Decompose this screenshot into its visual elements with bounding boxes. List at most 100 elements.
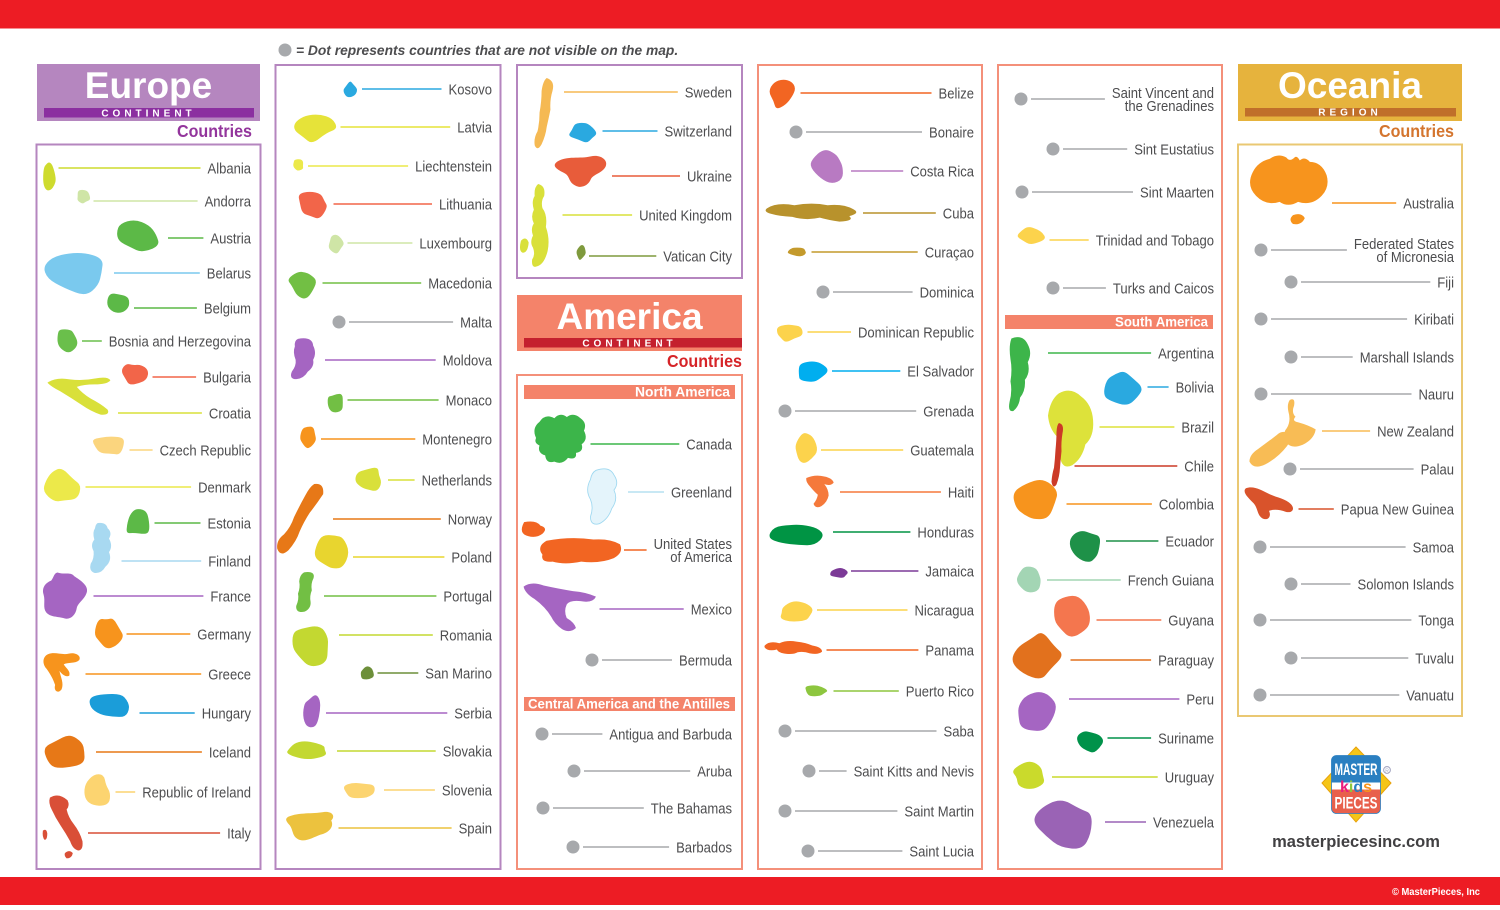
- svg-text:Honduras: Honduras: [917, 524, 974, 541]
- svg-text:United Kingdom: United Kingdom: [639, 207, 732, 224]
- svg-text:Haiti: Haiti: [948, 484, 974, 501]
- svg-text:New Zealand: New Zealand: [1377, 423, 1454, 440]
- svg-text:Bosnia and Herzegovina: Bosnia and Herzegovina: [109, 333, 252, 350]
- svg-text:Denmark: Denmark: [198, 479, 251, 496]
- svg-text:Kiribati: Kiribati: [1414, 311, 1454, 328]
- svg-text:Hungary: Hungary: [202, 705, 252, 722]
- svg-text:Andorra: Andorra: [205, 193, 252, 210]
- svg-text:Guatemala: Guatemala: [910, 442, 974, 459]
- svg-text:Saba: Saba: [944, 723, 975, 740]
- svg-text:America: America: [556, 296, 702, 337]
- svg-text:Turks and Caicos: Turks and Caicos: [1113, 280, 1214, 297]
- svg-text:France: France: [210, 588, 251, 605]
- svg-text:French Guiana: French Guiana: [1128, 572, 1215, 589]
- svg-text:Spain: Spain: [459, 820, 492, 837]
- svg-text:The Bahamas: The Bahamas: [651, 800, 732, 817]
- svg-text:Fiji: Fiji: [1437, 274, 1454, 291]
- svg-text:Guyana: Guyana: [1168, 612, 1214, 629]
- svg-text:Federated States: Federated States: [1354, 236, 1454, 253]
- svg-text:REGION: REGION: [1318, 108, 1381, 119]
- svg-text:Argentina: Argentina: [1158, 345, 1214, 362]
- svg-text:Moldova: Moldova: [443, 352, 493, 369]
- svg-text:Bermuda: Bermuda: [679, 652, 733, 669]
- svg-text:Brazil: Brazil: [1181, 419, 1214, 436]
- svg-text:Latvia: Latvia: [457, 119, 492, 136]
- svg-text:CONTINENT: CONTINENT: [582, 339, 676, 350]
- svg-text:the Grenadines: the Grenadines: [1125, 98, 1214, 115]
- svg-text:Mexico: Mexico: [691, 601, 732, 618]
- svg-text:Countries: Countries: [1379, 121, 1454, 141]
- svg-text:Samoa: Samoa: [1413, 539, 1455, 556]
- svg-text:Poland: Poland: [451, 549, 492, 566]
- svg-text:Barbados: Barbados: [676, 839, 732, 856]
- svg-text:Slovenia: Slovenia: [442, 782, 493, 799]
- svg-text:Suriname: Suriname: [1158, 730, 1214, 747]
- svg-text:Lithuania: Lithuania: [439, 196, 493, 213]
- svg-text:Saint Lucia: Saint Lucia: [909, 843, 974, 860]
- svg-text:El Salvador: El Salvador: [907, 363, 974, 380]
- svg-text:San Marino: San Marino: [425, 665, 492, 682]
- svg-text:Romania: Romania: [440, 627, 493, 644]
- svg-text:Norway: Norway: [448, 511, 493, 528]
- svg-text:United States: United States: [654, 536, 732, 553]
- svg-text:Puerto Rico: Puerto Rico: [906, 683, 974, 700]
- svg-text:Belgium: Belgium: [204, 300, 251, 317]
- svg-text:Bolivia: Bolivia: [1176, 379, 1215, 396]
- svg-text:kids: kids: [1340, 779, 1372, 796]
- svg-text:R: R: [1385, 769, 1389, 775]
- svg-text:Greenland: Greenland: [671, 484, 732, 501]
- svg-text:Panama: Panama: [925, 642, 974, 659]
- svg-text:Costa Rica: Costa Rica: [910, 163, 974, 180]
- svg-text:Colombia: Colombia: [1159, 496, 1215, 513]
- svg-text:Chile: Chile: [1184, 458, 1214, 475]
- svg-text:Grenada: Grenada: [923, 403, 974, 420]
- svg-text:Dominica: Dominica: [920, 284, 975, 301]
- svg-text:Belize: Belize: [939, 85, 975, 102]
- svg-text:Solomon Islands: Solomon Islands: [1358, 576, 1455, 593]
- svg-text:of America: of America: [670, 549, 732, 566]
- svg-text:CONTINENT: CONTINENT: [101, 109, 195, 120]
- svg-text:Cuba: Cuba: [943, 205, 975, 222]
- svg-text:Bonaire: Bonaire: [929, 124, 974, 141]
- svg-text:Montenegro: Montenegro: [422, 431, 492, 448]
- svg-text:Dominican Republic: Dominican Republic: [858, 324, 974, 341]
- svg-text:Bulgaria: Bulgaria: [203, 369, 251, 386]
- svg-text:Vatican City: Vatican City: [663, 248, 732, 265]
- svg-text:Luxembourg: Luxembourg: [419, 235, 492, 252]
- svg-text:Saint Kitts and Nevis: Saint Kitts and Nevis: [854, 763, 974, 780]
- svg-text:Venezuela: Venezuela: [1153, 814, 1215, 831]
- svg-text:Malta: Malta: [460, 314, 492, 331]
- svg-text:Peru: Peru: [1186, 691, 1214, 708]
- svg-text:Oceania: Oceania: [1278, 65, 1422, 106]
- svg-text:Countries: Countries: [667, 351, 742, 371]
- svg-text:of Micronesia: of Micronesia: [1376, 249, 1454, 266]
- svg-text:Albania: Albania: [208, 160, 252, 177]
- svg-text:Sint Maarten: Sint Maarten: [1140, 184, 1214, 201]
- svg-text:Slovakia: Slovakia: [443, 743, 493, 760]
- svg-text:Uruguay: Uruguay: [1165, 769, 1215, 786]
- svg-text:Ukraine: Ukraine: [687, 168, 732, 185]
- svg-text:Sint Eustatius: Sint Eustatius: [1134, 141, 1214, 158]
- svg-text:Sweden: Sweden: [685, 84, 732, 101]
- svg-text:Croatia: Croatia: [209, 405, 252, 422]
- svg-text:Portugal: Portugal: [443, 588, 492, 605]
- svg-text:Kosovo: Kosovo: [449, 81, 493, 98]
- svg-text:Curaçao: Curaçao: [925, 244, 974, 261]
- svg-text:Estonia: Estonia: [208, 515, 252, 532]
- svg-text:Saint Vincent and: Saint Vincent and: [1112, 85, 1214, 102]
- svg-text:Macedonia: Macedonia: [428, 275, 492, 292]
- svg-text:Switzerland: Switzerland: [665, 123, 733, 140]
- svg-text:Czech Republic: Czech Republic: [160, 442, 252, 459]
- svg-text:Monaco: Monaco: [446, 392, 492, 409]
- svg-text:Central America and the Antill: Central America and the Antilles: [528, 697, 730, 712]
- svg-text:Canada: Canada: [686, 436, 732, 453]
- svg-text:Paraguay: Paraguay: [1158, 652, 1214, 669]
- svg-text:Greece: Greece: [208, 666, 251, 683]
- svg-text:Republic of Ireland: Republic of Ireland: [142, 784, 251, 801]
- svg-text:Vanuatu: Vanuatu: [1406, 687, 1454, 704]
- svg-text:Antigua and Barbuda: Antigua and Barbuda: [609, 726, 732, 743]
- svg-text:Europe: Europe: [85, 65, 212, 106]
- svg-text:MASTER: MASTER: [1335, 760, 1378, 779]
- svg-text:Germany: Germany: [197, 626, 251, 643]
- svg-text:Nauru: Nauru: [1419, 386, 1455, 403]
